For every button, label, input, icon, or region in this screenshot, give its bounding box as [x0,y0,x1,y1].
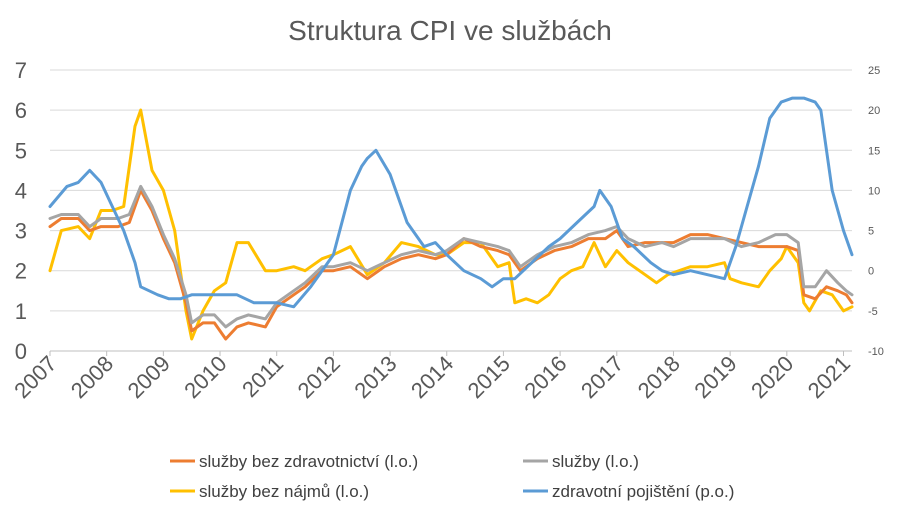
y-tick-label-left: 0 [15,339,27,364]
y-tick-label-right: 5 [868,226,874,238]
x-tick-label: 2018 [633,351,685,403]
x-tick-label: 2015 [463,351,515,403]
x-tick-label: 2011 [237,351,288,402]
y-tick-label-right: -10 [868,346,884,358]
y-tick-label-left: 2 [15,259,27,284]
legend-label: služby (l.o.) [552,452,639,471]
x-axis: 2007 2008 2009 2010 2011 2012 2013 2014 2015 2016… [9,351,855,403]
y-tick-label-left: 5 [15,138,27,163]
x-tick-label: 2020 [746,351,798,403]
y-tick-label-left: 1 [15,299,27,324]
y-tick-label-right: 15 [868,145,880,157]
x-tick-label: 2017 [576,351,628,403]
y-tick-label-left: 7 [15,58,27,83]
y-tick-label-left: 4 [15,178,27,203]
x-tick-label: 2008 [66,351,118,403]
y-tick-label-right: 20 [868,105,880,117]
x-tick-label: 2010 [179,351,231,403]
x-tick-label: 2016 [519,351,571,403]
legend-label: služby bez nájmů (l.o.) [199,482,369,501]
series-line [48,188,854,341]
y-tick-label-left: 3 [15,219,27,244]
x-tick-label: 2014 [406,351,458,403]
chart-title: Struktura CPI ve službách [288,15,612,46]
x-tick-label: 2013 [349,351,401,403]
series-line [48,184,854,329]
x-tick-label: 2019 [689,351,741,403]
legend-label: zdravotní pojištění (p.o.) [552,482,734,501]
x-tick-label: 2021 [803,351,855,403]
series-line [48,96,854,309]
series-lines [48,96,854,341]
legend-label: služby bez zdravotnictví (l.o.) [199,452,418,471]
y-axis-right: -10 -5 0 5 10 15 20 25 [868,65,884,358]
y-tick-label-right: 10 [868,185,880,197]
legend: služby bez zdravotnictví (l.o.) služby (l… [170,452,734,501]
y-tick-label-right: -5 [868,306,878,318]
gridlines [50,69,852,352]
y-axis-left: 0 1 2 3 4 5 6 7 [15,58,27,364]
x-tick-label: 2012 [293,351,345,403]
y-tick-label-left: 6 [15,98,27,123]
y-tick-label-right: 0 [868,266,874,278]
series-line [48,108,854,341]
x-tick-label: 2009 [123,351,175,403]
y-tick-label-right: 25 [868,65,880,77]
